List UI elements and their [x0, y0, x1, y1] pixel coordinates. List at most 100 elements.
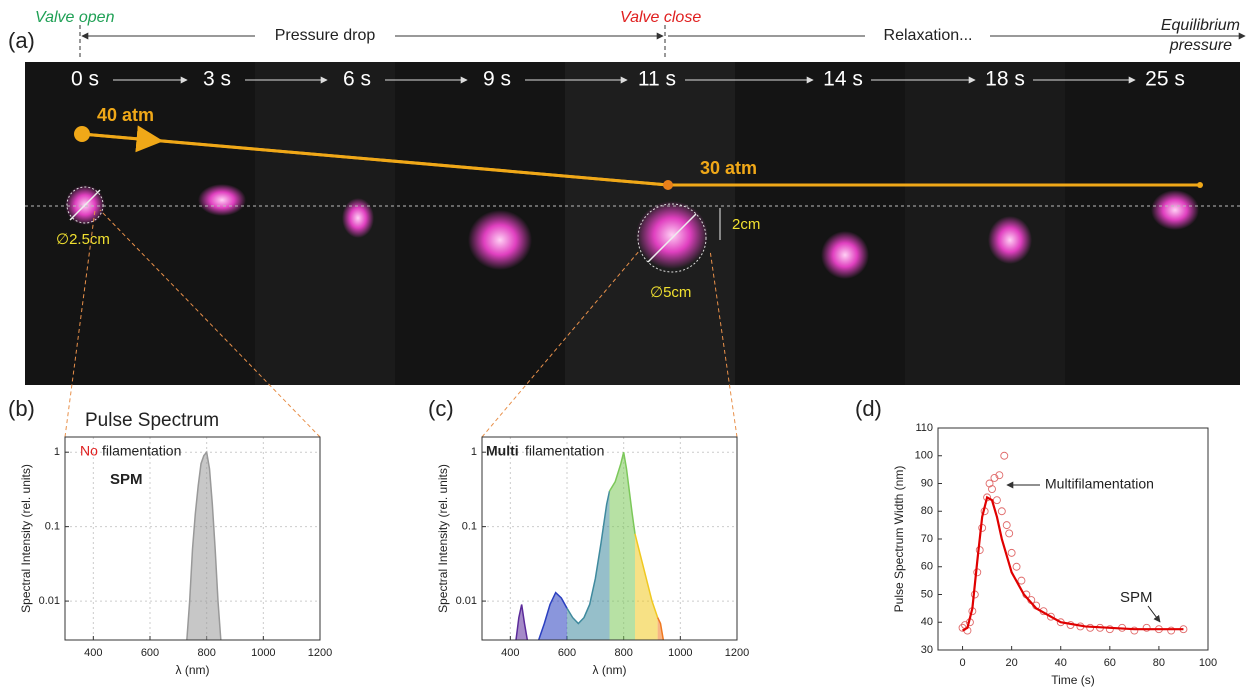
- x-tick-label: 20: [1006, 657, 1018, 669]
- diameter-arrow: [647, 213, 697, 263]
- diameter-label: ∅5cm: [650, 284, 691, 301]
- photo-frame: [905, 62, 1065, 385]
- y-tick-label: 90: [921, 477, 933, 489]
- data-point: [988, 485, 996, 493]
- spectrum-line: [537, 591, 568, 640]
- pressure-drop: Pressure drop: [275, 27, 376, 44]
- data-point: [1000, 451, 1009, 460]
- plot-area: [958, 451, 1188, 635]
- annotation: filamentation: [525, 443, 604, 459]
- x-tick-label: 1200: [725, 647, 749, 659]
- x-tick-label: 1000: [251, 647, 275, 659]
- y-tick-label: 100: [915, 450, 933, 462]
- panel-label: (d): [855, 396, 882, 421]
- y-axis-label: Spectral Intensity (rel. units): [436, 464, 450, 613]
- time-label: 0 s: [71, 68, 99, 91]
- annotation: Multifilamentation: [1045, 476, 1154, 492]
- zoom-guide: [709, 249, 738, 438]
- area-fill: [186, 452, 221, 640]
- x-tick-label: 600: [558, 647, 576, 659]
- area-fill: [516, 604, 528, 640]
- pressure-line: [74, 125, 1203, 190]
- data-point: [1142, 623, 1151, 632]
- spectrum-line: [515, 604, 529, 640]
- x-tick-label: 800: [197, 647, 215, 659]
- diameter-circle: [66, 186, 104, 224]
- annotation-arrow: [1147, 605, 1161, 623]
- annotation: SPM: [110, 471, 143, 488]
- x-tick-label: 0: [959, 657, 965, 669]
- relaxation: Relaxation...: [884, 27, 973, 44]
- spectrum-line: [566, 490, 611, 625]
- plot-frame: [64, 436, 321, 641]
- spectrum-line: [634, 533, 659, 618]
- data-point: [1130, 626, 1139, 635]
- panel-label: (c): [428, 396, 454, 421]
- x-tick-label: 40: [1055, 657, 1067, 669]
- data-point: [1002, 521, 1011, 530]
- plot-area: [186, 450, 222, 640]
- zoom-guide: [64, 209, 96, 438]
- y-tick-label: 50: [921, 588, 933, 600]
- diameter-circle: [637, 203, 707, 273]
- timeline: [79, 25, 1246, 58]
- y-tick-label: 40: [921, 616, 933, 628]
- time-label: 25 s: [1145, 68, 1185, 91]
- x-tick-label: 600: [141, 647, 159, 659]
- plot-frame: [481, 436, 738, 641]
- equilibrium: Equilibrium: [1161, 17, 1240, 34]
- photo-frame: [255, 62, 395, 385]
- time-label: 9 s: [483, 68, 511, 91]
- data-point: [985, 479, 994, 488]
- y-tick-label: 60: [921, 561, 933, 573]
- data-point: [1007, 548, 1016, 557]
- y-axis-label: Pulse Spectrum Width (nm): [892, 466, 906, 613]
- annotation: No: [80, 443, 98, 459]
- y-tick-label: 0.1: [45, 521, 60, 533]
- valve-close: Valve close: [620, 9, 701, 26]
- x-axis-label: λ (nm): [176, 663, 210, 677]
- chart-title: Pulse Spectrum: [85, 410, 219, 431]
- y-tick-label: 1: [471, 446, 477, 458]
- data-point: [990, 474, 999, 482]
- x-tick-label: 100: [1199, 657, 1217, 669]
- y-tick-label: 30: [921, 644, 933, 656]
- x-axis-label: Time (s): [1051, 673, 1095, 687]
- plot-frame: [937, 427, 1209, 651]
- valve-open: Valve open: [35, 9, 115, 26]
- area-fill: [538, 592, 567, 640]
- data-point: [1017, 576, 1026, 585]
- pressure-end: 30 atm: [700, 158, 757, 178]
- y-tick-label: 110: [915, 422, 933, 434]
- annotation: filamentation: [102, 443, 181, 459]
- data-point: [995, 471, 1004, 480]
- spectrum-line: [186, 450, 222, 640]
- area-fill: [567, 491, 610, 640]
- data-point: [1167, 626, 1176, 635]
- data-point: [992, 496, 1001, 505]
- area-fill: [609, 452, 635, 640]
- diameter-label: ∅2.5cm: [56, 231, 110, 248]
- diameter-arrow: [69, 189, 101, 221]
- x-tick-label: 1000: [668, 647, 692, 659]
- y-tick-label: 1: [54, 446, 60, 458]
- data-point: [1012, 562, 1021, 571]
- time-label: 6 s: [343, 68, 371, 91]
- x-tick-label: 400: [84, 647, 102, 659]
- fit-line: [962, 495, 1184, 632]
- spectrum-line: [608, 452, 636, 534]
- zoom-guide: [99, 209, 321, 438]
- x-tick-label: 1200: [308, 647, 332, 659]
- y-tick-label: 0.01: [39, 595, 60, 607]
- zoom-guide: [481, 249, 641, 438]
- annotation: SPM: [1120, 589, 1153, 606]
- data-point: [1046, 612, 1055, 621]
- time-label: 11 s: [638, 68, 676, 91]
- panel-label: (a): [8, 28, 35, 53]
- panel-label: (b): [8, 396, 35, 421]
- y-tick-label: 0.1: [462, 521, 477, 533]
- y-tick-label: 0.01: [456, 595, 477, 607]
- time-label: 14 s: [823, 68, 863, 91]
- x-tick-label: 400: [501, 647, 519, 659]
- x-tick-label: 60: [1104, 657, 1116, 669]
